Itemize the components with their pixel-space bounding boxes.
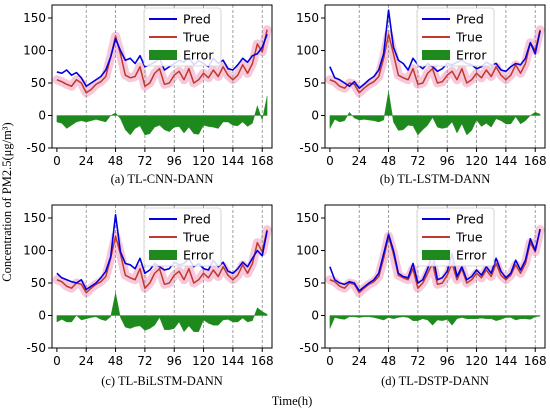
ytick-label: 150	[23, 211, 46, 225]
legend-label-error: Error	[456, 248, 487, 263]
chart-panel-2: -50 0 50 100 150 0 24 48 72 96 120 144 168 (b) TL-LST…	[296, 4, 547, 186]
xtick-label: 24	[352, 354, 367, 368]
legend-swatch-error	[422, 250, 450, 260]
ytick-label: -50	[26, 141, 46, 155]
chart-panels: -50 0 50 100 150 0 24 48 72 96 120 144 168 (a) TL-CNN…	[23, 4, 547, 388]
xtick-label: 0	[53, 354, 61, 368]
figure-xlabel: Time(h)	[272, 394, 313, 408]
series-line-true	[329, 29, 541, 94]
xtick-label: 168	[524, 154, 547, 168]
xtick-label: 96	[440, 154, 455, 168]
ytick-label: 50	[304, 276, 319, 290]
series-line-pred	[329, 228, 541, 292]
xtick-label: 144	[221, 354, 244, 368]
error-area	[56, 95, 268, 136]
ytick-label: 150	[23, 11, 46, 25]
axes-frame	[324, 204, 546, 349]
xtick-label: 168	[524, 354, 547, 368]
legend-label-error: Error	[183, 248, 214, 263]
chart-panel-1: -50 0 50 100 150 0 24 48 72 96 120 144 168 (a) TL-CNN…	[23, 4, 274, 186]
error-area	[329, 315, 541, 329]
series-line-pred	[56, 213, 268, 291]
axes-frame	[51, 204, 273, 349]
plot-area	[325, 5, 545, 148]
legend-label-pred: Pred	[456, 12, 484, 27]
xtick-label: 96	[167, 154, 182, 168]
xtick-label: 0	[326, 354, 334, 368]
xtick-label: 120	[465, 354, 488, 368]
ytick-label: 0	[38, 109, 46, 123]
ytick-label: 100	[296, 244, 319, 258]
xtick-label: 24	[79, 154, 94, 168]
panel-caption: (a) TL-CNN-DANN	[111, 172, 214, 186]
ytick-label: 50	[304, 76, 319, 90]
legend-label-error: Error	[183, 48, 214, 63]
ytick-label: -50	[299, 341, 319, 355]
ytick-label: 50	[31, 276, 46, 290]
xtick-label: 24	[79, 354, 94, 368]
legend-swatch-error	[149, 50, 177, 60]
ytick-label: 150	[296, 11, 319, 25]
legend-label-true: True	[455, 230, 483, 245]
plot-area	[52, 205, 272, 348]
series-line-pred	[329, 9, 541, 89]
ytick-label: 150	[296, 211, 319, 225]
xtick-label: 72	[137, 154, 152, 168]
xtick-label: 144	[494, 154, 517, 168]
ytick-label: 100	[23, 244, 46, 258]
xtick-label: 72	[410, 354, 425, 368]
panel-caption: (c) TL-BiLSTM-DANN	[101, 374, 223, 388]
xtick-label: 0	[326, 154, 334, 168]
plot-area	[325, 205, 545, 348]
legend-swatch-error	[149, 250, 177, 260]
legend-label-true: True	[182, 30, 210, 45]
xtick-label: 72	[137, 354, 152, 368]
axes-frame	[324, 4, 546, 149]
ytick-label: 50	[31, 76, 46, 90]
legend-label-pred: Pred	[183, 212, 211, 227]
xtick-label: 144	[494, 354, 517, 368]
ytick-label: 0	[38, 309, 46, 323]
legend-label-pred: Pred	[183, 12, 211, 27]
ytick-label: 100	[23, 44, 46, 58]
legend-label-pred: Pred	[456, 212, 484, 227]
xtick-label: 48	[381, 354, 396, 368]
ytick-label: 0	[311, 109, 319, 123]
plot-area	[52, 5, 272, 148]
legend-label-true: True	[455, 30, 483, 45]
axes-frame	[51, 4, 273, 149]
xtick-label: 48	[108, 354, 123, 368]
xtick-label: 48	[108, 154, 123, 168]
legend-swatch-error	[422, 50, 450, 60]
ytick-label: -50	[26, 341, 46, 355]
panel-caption: (d) TL-DSTP-DANN	[381, 374, 489, 388]
legend-label-error: Error	[456, 48, 487, 63]
chart-panel-4: -50 0 50 100 150 0 24 48 72 96 120 144 168 (d) TL-DST…	[296, 204, 547, 388]
xtick-label: 120	[192, 154, 215, 168]
xtick-label: 48	[381, 154, 396, 168]
xtick-label: 144	[221, 154, 244, 168]
xtick-label: 24	[352, 154, 367, 168]
xtick-label: 96	[440, 354, 455, 368]
xtick-label: 168	[251, 354, 274, 368]
xtick-label: 120	[465, 154, 488, 168]
figure-ylabel: Concentration of PM2.5(μg/m³)	[0, 122, 14, 281]
xtick-label: 0	[53, 154, 61, 168]
series-line-true	[56, 229, 268, 294]
xtick-label: 96	[167, 354, 182, 368]
xtick-label: 168	[251, 154, 274, 168]
series-line-true	[56, 29, 268, 94]
error-area	[56, 292, 268, 333]
legend-label-true: True	[182, 230, 210, 245]
series-line-true	[329, 229, 541, 294]
xtick-label: 120	[192, 354, 215, 368]
ytick-label: 0	[311, 309, 319, 323]
panel-caption: (b) TL-LSTM-DANN	[380, 172, 491, 186]
chart-panel-3: -50 0 50 100 150 0 24 48 72 96 120 144 168 (c) TL-BiL…	[23, 204, 274, 388]
ytick-label: -50	[299, 141, 319, 155]
ytick-label: 100	[296, 44, 319, 58]
xtick-label: 72	[410, 154, 425, 168]
error-area	[329, 91, 541, 136]
